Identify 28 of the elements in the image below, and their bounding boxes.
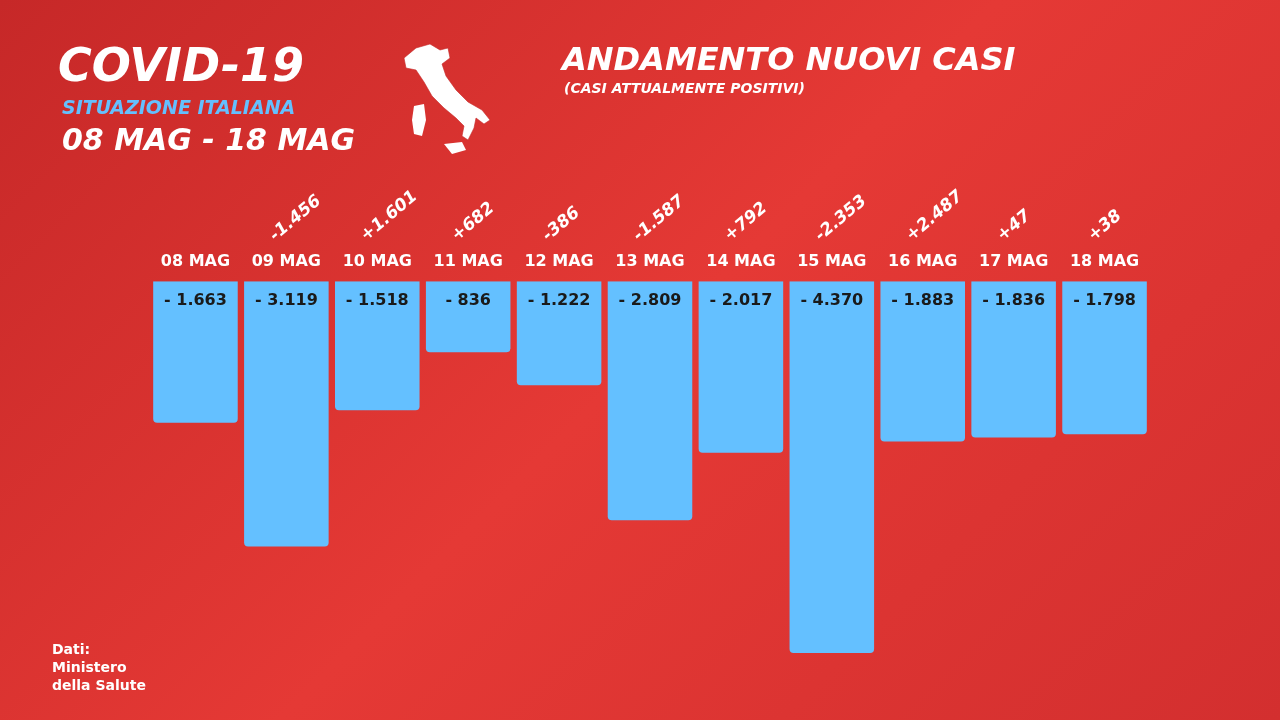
data-label: - 3.119 (254, 290, 318, 310)
text: 08 MAG - 18 MAG (62, 122, 356, 157)
x-tick-label: 17 MAG (979, 250, 1049, 270)
x-tick-label: 09 MAG (251, 250, 321, 270)
x-tick-label: 08 MAG (160, 250, 231, 270)
x-tick-label: 12 MAG (524, 250, 594, 270)
data-label: - 1.798 (1073, 290, 1136, 310)
text: Dati: Ministero della Salute (52, 640, 146, 694)
x-tick-label: 10 MAG (342, 250, 412, 270)
x-tick-label: 14 MAG (706, 250, 776, 270)
data-label: - 4.370 (800, 290, 864, 310)
x-tick-label: 15 MAG (797, 250, 867, 270)
chart-title: ANDAMENTO NUOVI CASI (562, 40, 1016, 78)
data-label: - 1.222 (527, 290, 591, 310)
x-tick-label: 13 MAG (615, 250, 685, 270)
data-label: - 1.663 (164, 290, 227, 310)
chart-subtitle: (CASI ATTUALMENTE POSITIVI) (564, 80, 805, 96)
data-label: - 836 (445, 290, 491, 310)
text: SITUAZIONE ITALIANA (62, 96, 296, 118)
data-label: - 2.809 (618, 290, 682, 310)
x-tick-label: 18 MAG (1069, 250, 1140, 270)
x-tick-label: 16 MAG (888, 250, 958, 270)
data-label: - 1.518 (345, 290, 409, 310)
data-label: - 1.836 (982, 290, 1046, 310)
x-tick-label: 11 MAG (433, 250, 503, 270)
data-label: - 2.017 (709, 290, 773, 310)
text: COVID-19 (58, 38, 305, 92)
data-label: - 1.883 (891, 290, 955, 310)
